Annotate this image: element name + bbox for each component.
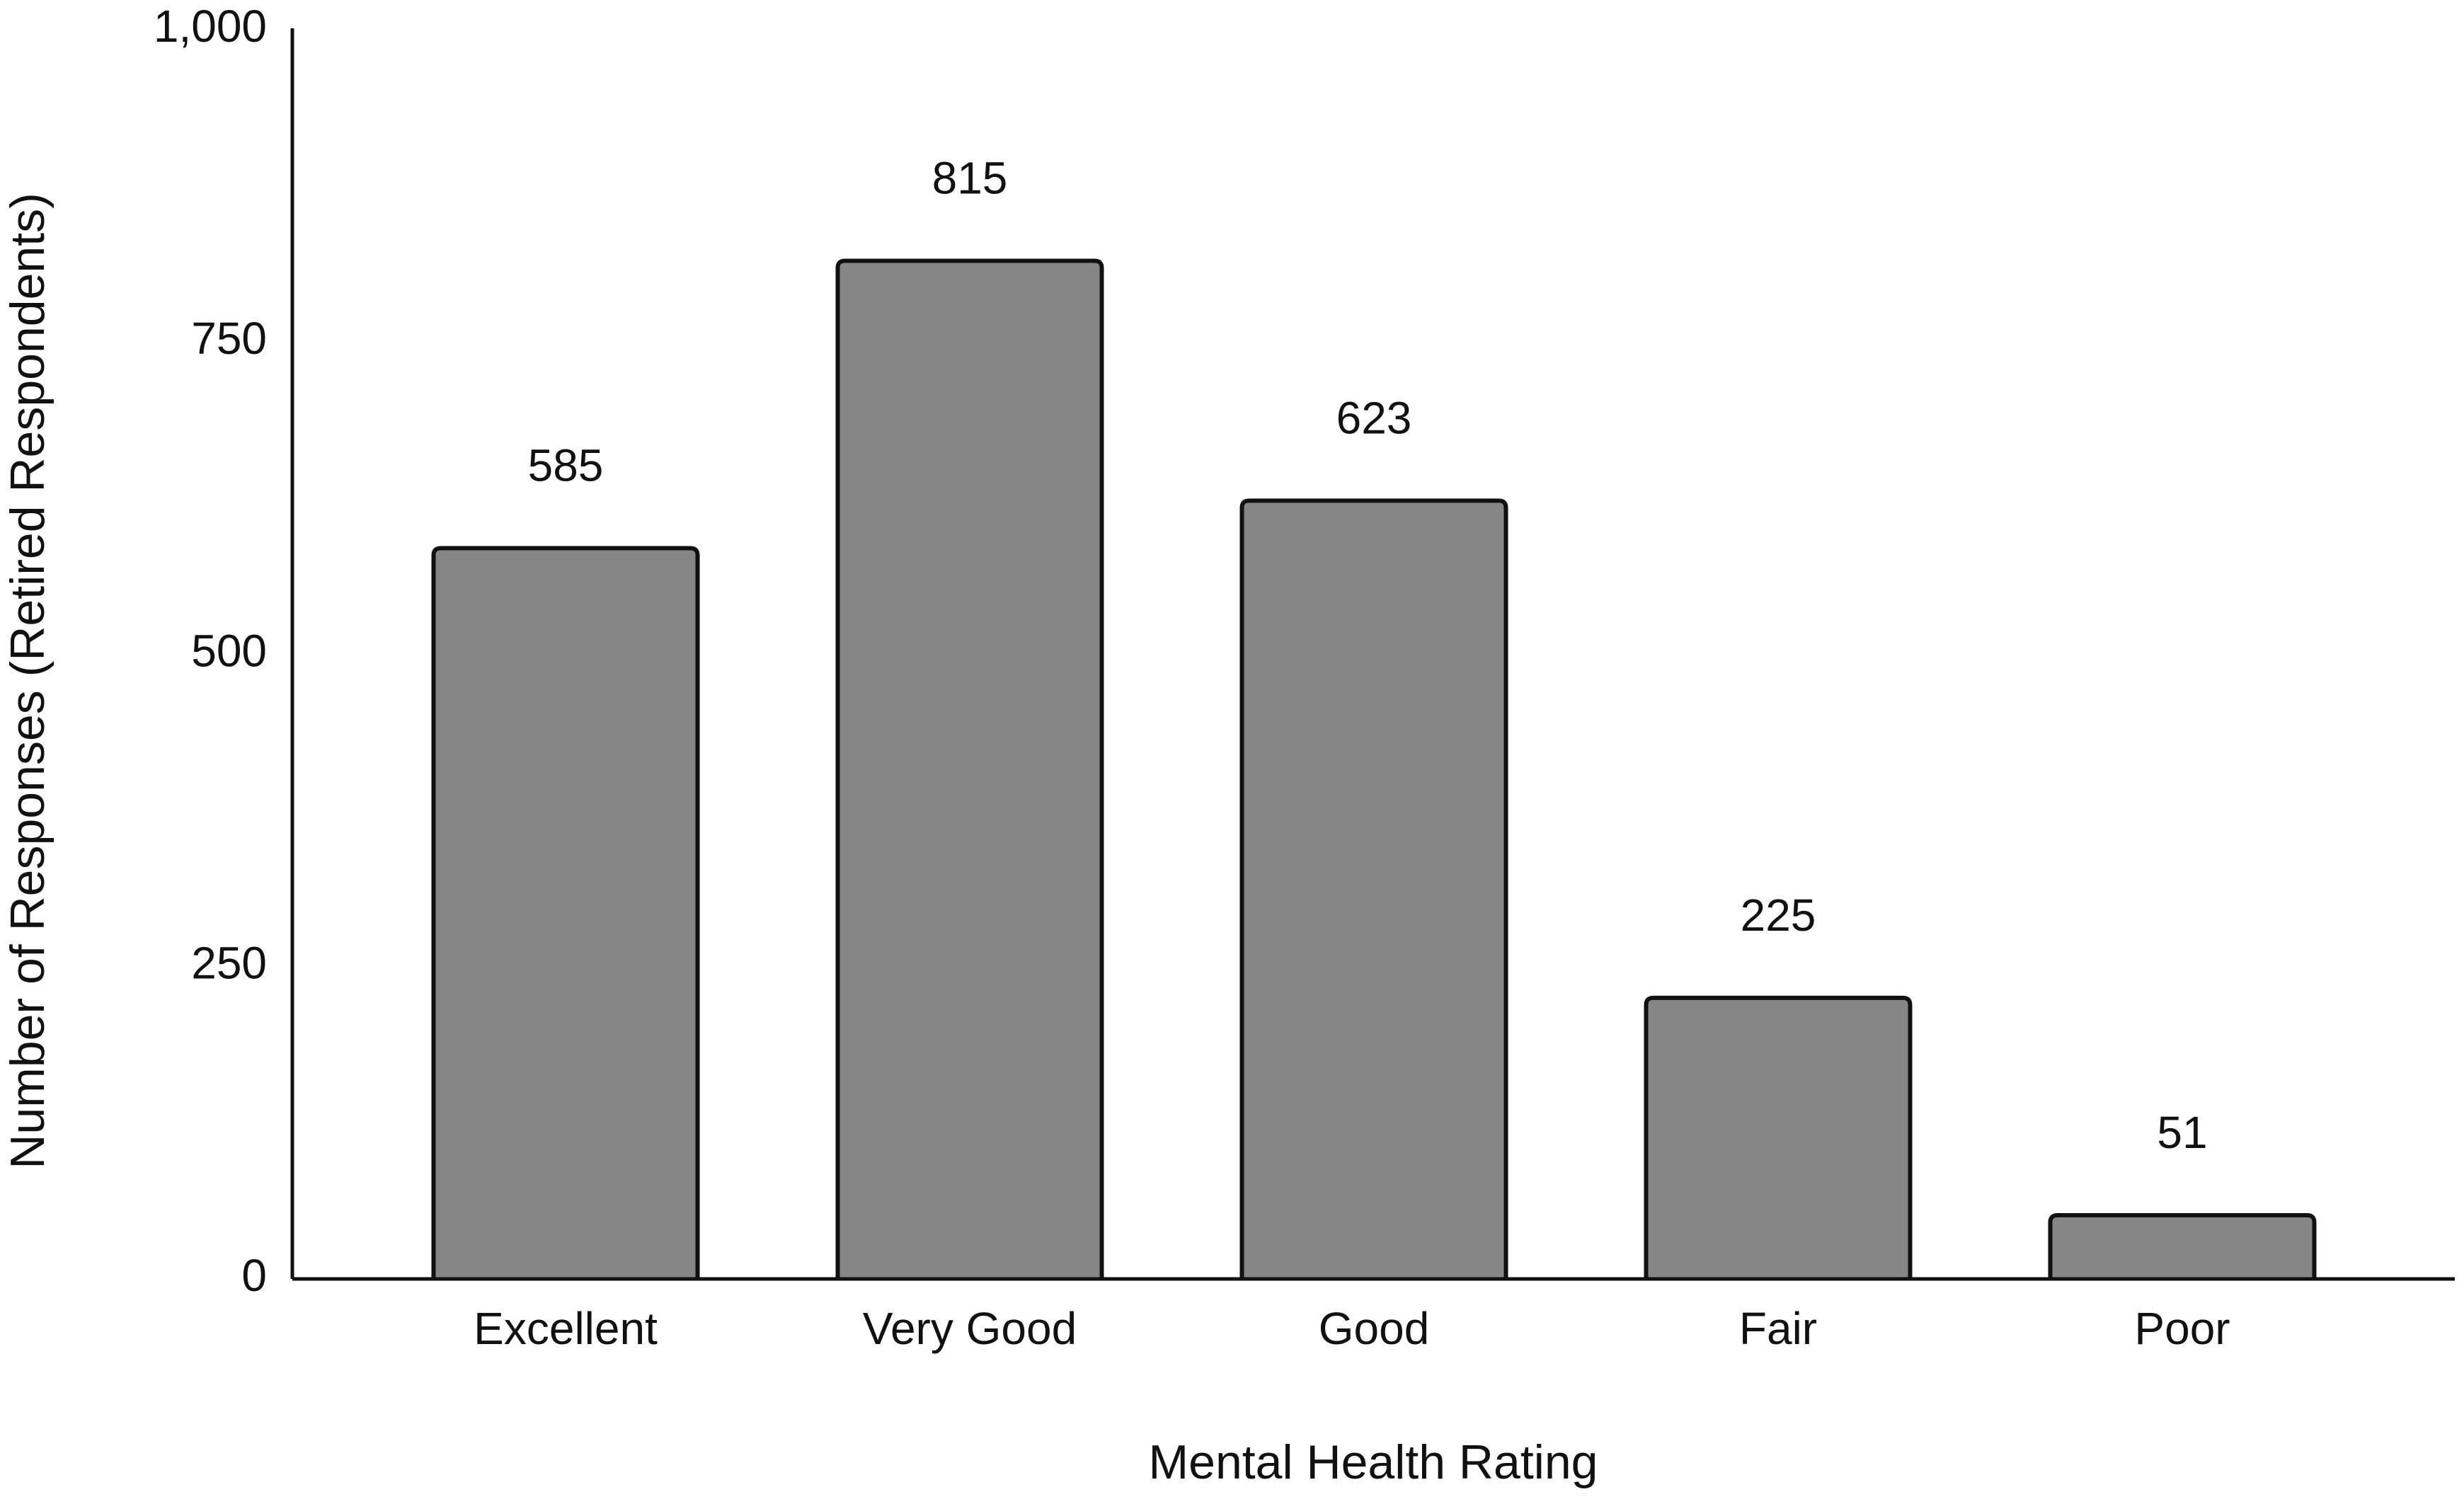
y-tick-label: 250 [191, 938, 267, 989]
bar [2048, 1212, 2317, 1279]
bar [1239, 498, 1508, 1279]
x-tick-label: Fair [1739, 1303, 1817, 1354]
x-tick-label: Excellent [474, 1303, 658, 1354]
y-tick-label: 1,000 [154, 1, 267, 52]
bar [835, 258, 1104, 1279]
data-label: 815 [932, 152, 1008, 203]
bar [1644, 995, 1913, 1279]
y-axis-title: Number of Responses (Retired Respondents… [1, 193, 55, 1169]
x-tick-label: Poor [2134, 1303, 2230, 1354]
x-tick-label: Good [1319, 1303, 1430, 1354]
y-tick-label: 500 [191, 625, 267, 676]
bar [431, 546, 700, 1279]
x-tick-label: Very Good [863, 1303, 1077, 1354]
data-label: 225 [1741, 890, 1816, 941]
data-label: 51 [2157, 1107, 2207, 1158]
y-tick-label: 750 [191, 313, 267, 364]
data-label: 623 [1336, 392, 1412, 443]
y-tick-label: 0 [241, 1250, 267, 1301]
x-axis-title: Mental Health Rating [1148, 1435, 1598, 1489]
data-label: 585 [528, 440, 604, 490]
